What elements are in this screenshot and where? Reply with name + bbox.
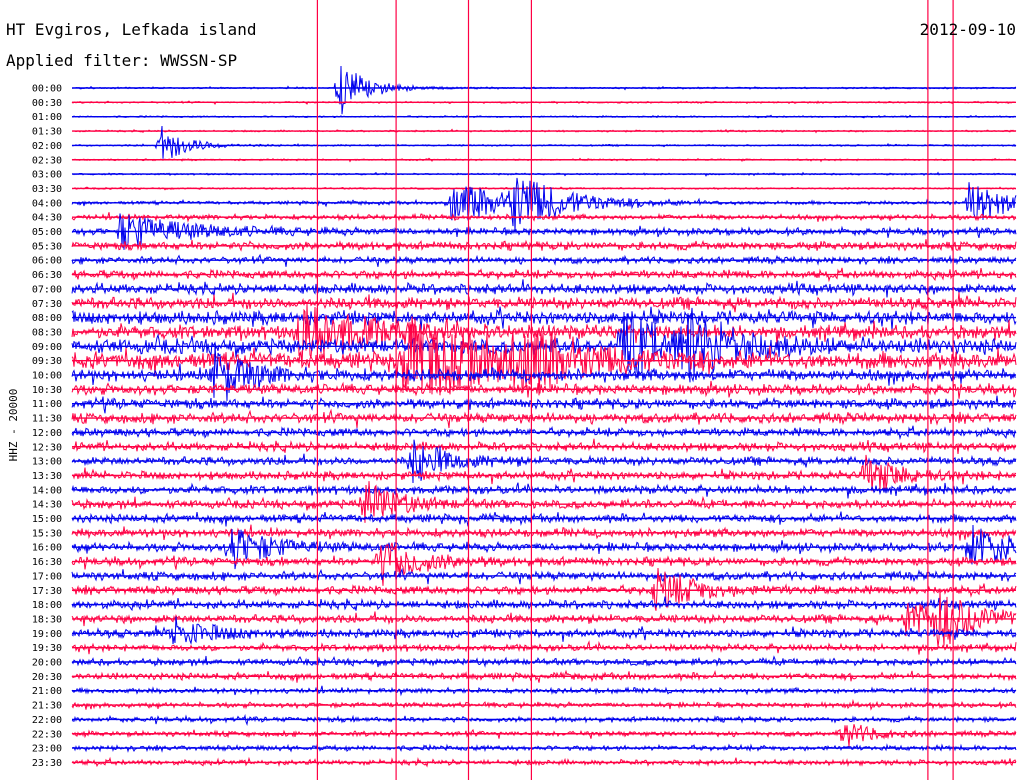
row-time-label: 17:30 [32, 586, 62, 597]
trace-row [71, 253, 1017, 267]
row-time-label: 10:00 [32, 371, 62, 382]
trace-row [71, 454, 1017, 492]
row-time-label: 19:00 [32, 629, 62, 640]
row-time-label: 18:00 [32, 600, 62, 611]
row-time-label: 11:00 [32, 399, 62, 410]
row-time-label: 01:30 [32, 127, 62, 138]
row-time-label: 12:30 [32, 442, 62, 453]
trace-row [71, 524, 1017, 541]
row-time-label: 14:00 [32, 485, 62, 496]
row-time-label: 06:30 [32, 270, 62, 281]
station-title: HT Evgiros, Lefkada island [6, 20, 256, 39]
row-time-label: 10:30 [32, 385, 62, 396]
row-time-label: 23:00 [32, 744, 62, 755]
row-label-group: 00:00 00:30 01:00 01:30 02:00 02:30 03:00 03:30… [32, 84, 62, 769]
row-time-label: 09:00 [32, 342, 62, 353]
trace-row [71, 292, 1017, 313]
row-time-label: 15:00 [32, 514, 62, 525]
date-label: 2012-09-10 [920, 20, 1016, 39]
trace-row [71, 616, 1017, 645]
row-time-label: 16:00 [32, 543, 62, 554]
row-time-label: 04:00 [32, 198, 62, 209]
trace-row [71, 213, 1017, 250]
row-time-label: 02:30 [32, 155, 62, 166]
row-time-label: 04:30 [32, 213, 62, 224]
row-time-label: 05:00 [32, 227, 62, 238]
row-time-label: 13:30 [32, 471, 62, 482]
spike-group [316, 0, 954, 780]
row-time-label: 11:30 [32, 414, 62, 425]
row-time-label: 07:00 [32, 284, 62, 295]
trace-row [71, 588, 1017, 647]
row-time-label: 14:30 [32, 500, 62, 511]
filter-subtitle: Applied filter: WWSSN-SP [6, 51, 237, 70]
row-time-label: 13:00 [32, 457, 62, 468]
row-time-label: 17:00 [32, 571, 62, 582]
row-time-label: 08:30 [32, 327, 62, 338]
row-time-label: 16:30 [32, 557, 62, 568]
row-time-label: 07:30 [32, 299, 62, 310]
row-time-label: 03:00 [32, 170, 62, 181]
row-time-label: 20:00 [32, 658, 62, 669]
channel-axis-label: HHZ - 20000 [7, 389, 20, 462]
trace-group [71, 66, 1017, 768]
row-time-label: 20:30 [32, 672, 62, 683]
row-time-label: 19:30 [32, 643, 62, 654]
row-time-label: 00:00 [32, 84, 62, 95]
row-time-label: 18:30 [32, 614, 62, 625]
row-time-label: 00:30 [32, 98, 62, 109]
row-time-label: 22:00 [32, 715, 62, 726]
row-time-label: 15:30 [32, 528, 62, 539]
row-time-label: 03:30 [32, 184, 62, 195]
row-time-label: 09:30 [32, 356, 62, 367]
row-time-label: 22:30 [32, 729, 62, 740]
row-time-label: 01:00 [32, 112, 62, 123]
trace-row [71, 408, 1017, 429]
row-time-label: 21:00 [32, 686, 62, 697]
row-time-label: 08:00 [32, 313, 62, 324]
row-time-label: 05:30 [32, 241, 62, 252]
row-time-label: 23:30 [32, 758, 62, 769]
row-time-label: 12:00 [32, 428, 62, 439]
row-time-label: 02:00 [32, 141, 62, 152]
row-time-label: 21:30 [32, 701, 62, 712]
trace-row [71, 306, 1017, 332]
row-time-label: 06:00 [32, 256, 62, 267]
